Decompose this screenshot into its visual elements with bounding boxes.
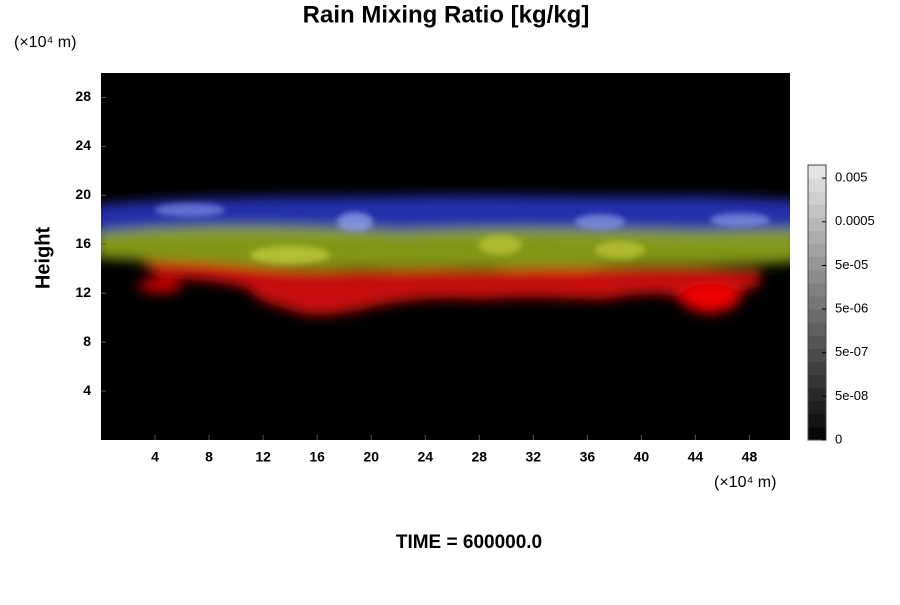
colorbar-step bbox=[808, 309, 826, 323]
colorbar-step bbox=[808, 217, 826, 231]
red-layer bbox=[140, 261, 760, 316]
colorbar-tick-label: 0 bbox=[835, 431, 842, 446]
x-tick-label: 4 bbox=[151, 449, 159, 465]
detail bbox=[155, 203, 225, 217]
colorbar-tick-label: 5e-07 bbox=[835, 344, 868, 359]
colorbar-step bbox=[808, 191, 826, 205]
colorbar-step bbox=[808, 256, 826, 271]
y-unit-label: (×10⁴ m) bbox=[14, 34, 76, 51]
colorbar-step bbox=[808, 295, 826, 310]
y-tick-label: 12 bbox=[75, 284, 91, 300]
y-tick-label: 20 bbox=[75, 186, 91, 202]
detail bbox=[595, 241, 645, 259]
colorbar-frame bbox=[807, 164, 827, 441]
x-unit-label: (×10⁴ m) bbox=[714, 474, 776, 491]
colorbar-step bbox=[808, 269, 826, 284]
colorbar-step bbox=[808, 361, 826, 376]
y-tick-label: 4 bbox=[83, 382, 91, 398]
colorbar-tick-label: 0.005 bbox=[835, 170, 868, 185]
x-tick-label: 8 bbox=[205, 449, 213, 465]
x-tick-label: 32 bbox=[526, 449, 542, 465]
x-tick-label: 24 bbox=[417, 449, 433, 465]
colorbar-tick-label: 5e-08 bbox=[835, 388, 868, 403]
field-detail bbox=[155, 203, 770, 264]
y-tick-label: 8 bbox=[83, 333, 91, 349]
colorbar-step bbox=[808, 178, 826, 192]
x-tick-label: 36 bbox=[580, 449, 596, 465]
detail bbox=[250, 246, 330, 264]
colorbar-step bbox=[808, 230, 826, 245]
colorbar-tick-label: 5e-06 bbox=[835, 301, 868, 316]
x-tick-label: 28 bbox=[471, 449, 487, 465]
colorbar-tick-label: 5e-05 bbox=[835, 257, 868, 272]
colorbar: 0.005 0.0005 5e-05 5e-06 5e-07 5e-08 0 bbox=[807, 164, 875, 446]
x-tick-label: 16 bbox=[309, 449, 325, 465]
x-tick-label: 44 bbox=[688, 449, 704, 465]
colorbar-step bbox=[808, 204, 826, 218]
x-tick-label: 20 bbox=[363, 449, 379, 465]
colorbar-step bbox=[808, 322, 826, 336]
colorbar-step bbox=[808, 335, 826, 349]
colorbar-tick-label: 0.0005 bbox=[835, 213, 875, 228]
colorbar-step bbox=[808, 348, 826, 362]
colorbar-step bbox=[808, 387, 826, 402]
y-axis-label: Height bbox=[32, 227, 54, 290]
detail bbox=[478, 235, 522, 255]
colorbar-step bbox=[808, 413, 826, 428]
detail bbox=[710, 213, 770, 227]
x-tick-label: 12 bbox=[255, 449, 271, 465]
colorbar-step bbox=[808, 282, 826, 297]
detail bbox=[337, 212, 373, 232]
red-blob bbox=[138, 279, 182, 293]
y-tick-label: 16 bbox=[75, 235, 91, 251]
colorbar-step bbox=[808, 243, 826, 258]
colorbar-step bbox=[808, 426, 826, 441]
colorbar-step bbox=[808, 400, 826, 415]
field bbox=[101, 73, 790, 440]
y-tick-label: 28 bbox=[75, 88, 91, 104]
colorbar-step bbox=[808, 165, 826, 179]
detail bbox=[575, 214, 625, 230]
footer: TIME = 600000.0 bbox=[396, 532, 542, 553]
x-tick-label: 40 bbox=[634, 449, 650, 465]
colorbar-step bbox=[808, 374, 826, 389]
chart-title: Rain Mixing Ratio [kg/kg] bbox=[303, 1, 590, 28]
red-blob bbox=[680, 284, 740, 312]
x-tick-label: 48 bbox=[742, 449, 758, 465]
y-tick-label: 24 bbox=[75, 137, 91, 153]
